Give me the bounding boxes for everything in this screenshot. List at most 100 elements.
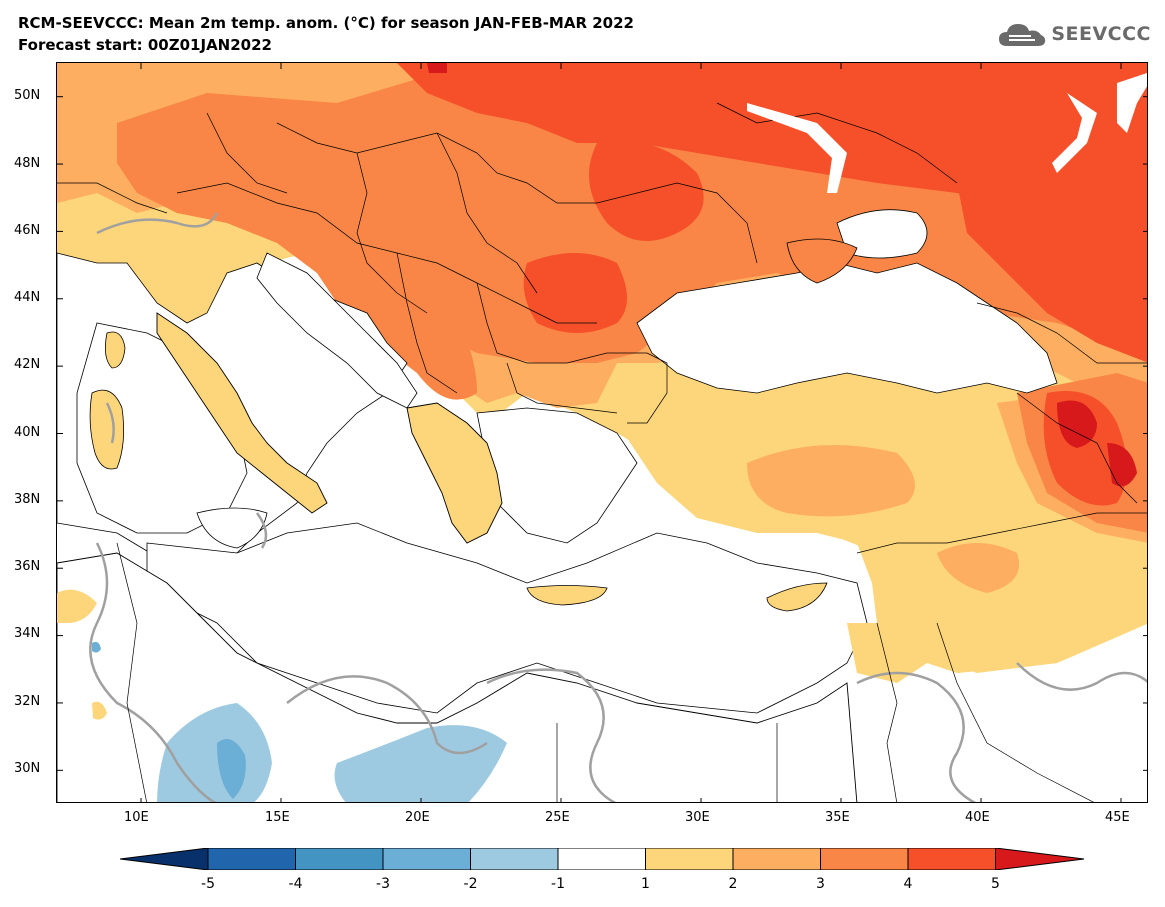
border-11	[1016, 392, 1138, 504]
map-canvas	[57, 63, 1147, 802]
sea-of-azov	[836, 209, 928, 259]
lat-label-36n: 36N	[14, 559, 41, 574]
colorbar-seg-gt-5	[995, 847, 1085, 871]
sicily	[196, 507, 268, 549]
zero-contour-layer	[89, 212, 1147, 802]
border-18	[57, 182, 168, 214]
logo-text: SEEVCCC	[1051, 23, 1151, 45]
border-14	[936, 622, 1094, 802]
lon-label-20e: 20E	[405, 810, 430, 825]
lat-label-34n: 34N	[14, 626, 41, 641]
colorbar-label-5: 5	[991, 876, 1000, 892]
crimea	[786, 238, 858, 284]
border-12	[856, 512, 1147, 554]
lat-label-32n: 32N	[14, 694, 41, 709]
lat-label-42n: 42N	[14, 357, 41, 372]
zero-contour-arabia	[1016, 662, 1147, 691]
russia-anom-4-5	[957, 163, 1147, 363]
zero-contour-sicily	[255, 512, 268, 549]
border-7	[506, 362, 618, 414]
lon-label-15e: 15E	[265, 810, 290, 825]
greece-coast	[406, 402, 503, 544]
border-2	[276, 122, 758, 264]
lat-label-40n: 40N	[14, 425, 41, 440]
border-layer	[57, 102, 1147, 802]
colorbar-label-2: 2	[728, 876, 738, 892]
colorbar-svg	[119, 847, 1085, 871]
colorbar-label-m5: -5	[201, 876, 215, 892]
river-streak-1	[747, 103, 847, 193]
colorbar	[119, 847, 1085, 888]
lat-label-46n: 46N	[14, 223, 41, 238]
forecast-start-label: Forecast start: 00Z01JAN2022	[18, 36, 272, 54]
turkey-anom-2-3	[747, 445, 915, 517]
border-6	[476, 282, 647, 364]
central-mediterranean	[146, 522, 868, 714]
cyprus	[766, 582, 828, 612]
zero-contour-alps	[96, 212, 219, 235]
map-title: RCM-SEEVCCC: Mean 2m temp. anom. (°C) fo…	[18, 14, 634, 32]
colorbar-seg-4-5	[907, 847, 996, 871]
colorbar-seg-m2-m1	[470, 847, 559, 871]
libya-anom-1-2	[92, 701, 107, 720]
border-19	[206, 112, 288, 194]
lon-label-40e: 40E	[965, 810, 990, 825]
zero-contour-sardinia	[105, 402, 115, 444]
border-3	[356, 152, 428, 314]
colorbar-label-1: 1	[641, 876, 650, 892]
colorbar-label-4: 4	[903, 876, 913, 892]
sea-mask-layer	[57, 209, 1058, 714]
colorbar-label-m4: -4	[288, 876, 303, 892]
border-10	[976, 302, 1147, 364]
lon-label-25e: 25E	[545, 810, 570, 825]
border-5	[396, 252, 458, 394]
tunisia-anom-1-2	[57, 589, 97, 623]
lon-label-30e: 30E	[685, 810, 710, 825]
egypt-anom-1-2	[847, 623, 927, 683]
river-streak-3	[1117, 73, 1147, 133]
border-9	[716, 102, 958, 184]
colorbar-label-3: 3	[816, 876, 825, 892]
border-8	[627, 352, 668, 424]
colorbar-seg-m4-m3	[295, 847, 384, 871]
anomaly-map	[56, 62, 1148, 803]
zero-contour-africa-west	[89, 542, 217, 802]
lon-label-35e: 35E	[825, 810, 850, 825]
tick-marks	[57, 63, 1147, 802]
hotspot-gt-5-b	[1107, 443, 1137, 487]
colorbar-seg-m5-m4	[207, 847, 296, 871]
lon-label-45e: 45E	[1105, 810, 1130, 825]
colorbar-seg-2-3	[732, 847, 821, 871]
land-anom-1-2-levant	[867, 523, 1147, 673]
crete	[526, 585, 608, 606]
colorbar-label-m3: -3	[376, 876, 390, 892]
romania-anom-4-5	[523, 253, 627, 333]
border-17	[116, 542, 147, 802]
river-layer	[747, 73, 1147, 193]
border-4	[436, 132, 538, 294]
balkans-anom-3-4	[297, 241, 477, 400]
lat-label-50n: 50N	[14, 88, 41, 103]
lon-label-10e: 10E	[124, 810, 149, 825]
zero-contour-libya	[486, 668, 617, 802]
colorbar-seg-lt-m5	[119, 847, 209, 871]
libya-anom-m1-m2-east	[334, 725, 507, 802]
lat-label-48n: 48N	[14, 156, 41, 171]
hotspot-gt-5	[1057, 400, 1097, 448]
colorbar-label-m1: -1	[551, 876, 565, 892]
cloud-logo-icon	[999, 24, 1046, 46]
tunisia-anom-small	[92, 641, 101, 653]
colorbar-seg-3-4	[820, 847, 909, 871]
colorbar-label-m2: -2	[463, 876, 478, 892]
colorbar-seg-m1-1	[557, 847, 646, 871]
lat-label-44n: 44N	[14, 290, 41, 305]
italy-coast	[156, 312, 328, 514]
corsica	[104, 331, 126, 369]
sardinia	[89, 389, 125, 470]
border-13	[876, 622, 898, 802]
zero-contour-egypt	[856, 671, 977, 802]
islands-layer	[89, 238, 858, 612]
hotspot-gt-5-c	[427, 63, 447, 73]
anomaly-fill-layer	[57, 63, 1147, 802]
syria-anom-2-3	[937, 543, 1019, 593]
